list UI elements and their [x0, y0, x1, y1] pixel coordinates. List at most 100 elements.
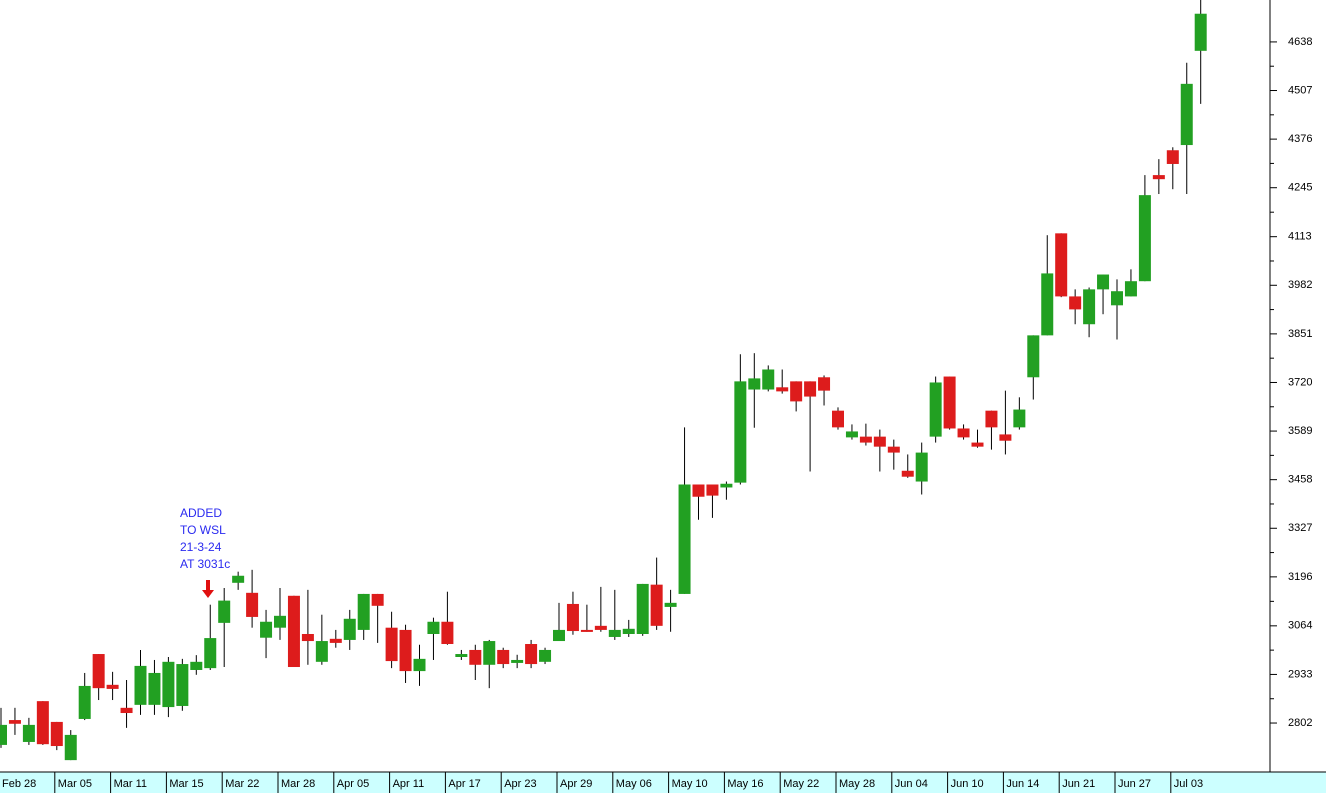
candle-body: [901, 470, 914, 477]
candle-body: [762, 369, 775, 390]
candle-body: [413, 658, 426, 672]
candle-body: [1041, 273, 1054, 336]
candle-body: [1138, 195, 1151, 282]
candle-body: [483, 641, 496, 665]
candle-body: [427, 621, 440, 634]
candle-body: [120, 707, 133, 714]
candle-body: [162, 661, 175, 708]
candle-body: [134, 665, 147, 705]
candle-body: [385, 627, 398, 662]
annotation: ADDED TO WSL 21-3-24 AT 3031c: [180, 506, 230, 598]
candle-body: [36, 701, 49, 745]
candle-body: [50, 721, 63, 747]
x-tick-label: Jul 03: [1174, 778, 1203, 790]
x-tick-label: Mar 22: [225, 778, 259, 790]
candle-body: [1027, 335, 1040, 378]
candle-body: [1194, 13, 1207, 51]
y-tick-label: 3589: [1288, 425, 1312, 437]
candle-body: [692, 484, 705, 497]
y-tick-label: 4245: [1288, 182, 1312, 194]
candle-body: [748, 378, 761, 390]
candle-body: [371, 593, 384, 606]
date-strip: [0, 772, 1326, 793]
candle-body: [706, 484, 719, 496]
candle-body: [455, 654, 468, 657]
x-tick-label: Apr 17: [448, 778, 480, 790]
candle-body: [301, 633, 314, 642]
candle-body: [873, 436, 886, 447]
x-tick-label: May 16: [727, 778, 763, 790]
candle-body: [1083, 289, 1096, 325]
candle-body: [78, 685, 91, 719]
x-tick-label: Mar 28: [281, 778, 315, 790]
y-tick-label: 3982: [1288, 279, 1312, 291]
candle-body: [622, 628, 635, 634]
candle-body: [1180, 83, 1193, 146]
candle-body: [734, 381, 747, 483]
x-tick-label: Jun 14: [1006, 778, 1039, 790]
candle-body: [608, 629, 621, 637]
candle-body: [357, 593, 370, 630]
candle-body: [1124, 281, 1137, 297]
candle-body: [260, 621, 273, 638]
y-tick-label: 2933: [1288, 668, 1312, 680]
candle-body: [1069, 296, 1082, 310]
candle-body: [804, 381, 817, 397]
candle-body: [469, 649, 482, 665]
candle-body: [859, 436, 872, 443]
candle-body: [1111, 291, 1123, 306]
x-tick-label: Apr 11: [393, 778, 425, 790]
y-tick-label: 2802: [1288, 717, 1312, 729]
candle-body: [720, 483, 733, 488]
candle-body: [818, 377, 831, 391]
candle-body: [511, 659, 524, 663]
candle-body: [1097, 274, 1110, 290]
candle-body: [1013, 409, 1026, 428]
x-tick-label: Mar 15: [169, 778, 203, 790]
candle-body: [832, 410, 844, 428]
y-tick-label: 3851: [1288, 328, 1312, 340]
candle-body: [64, 734, 77, 761]
candle-body: [287, 595, 300, 668]
y-tick-label: 3720: [1288, 376, 1312, 388]
x-tick-label: Jun 21: [1062, 778, 1095, 790]
y-tick-label: 3196: [1288, 571, 1312, 583]
candle-body: [8, 720, 21, 724]
candle-body: [190, 661, 203, 670]
y-tick-label: 3327: [1288, 522, 1312, 534]
y-tick-label: 4507: [1288, 84, 1312, 96]
candle-body: [525, 644, 538, 665]
x-tick-label: Apr 23: [504, 778, 536, 790]
candle-body: [887, 446, 900, 453]
candle-body: [497, 649, 510, 665]
candle-body: [0, 724, 7, 745]
x-tick-label: Mar 11: [114, 778, 147, 790]
annotation-arrow: [202, 580, 214, 598]
x-tick-label: May 10: [672, 778, 708, 790]
candle-body: [274, 615, 286, 628]
candle-body: [776, 387, 789, 392]
y-tick-label: 4376: [1288, 133, 1312, 145]
candle-body: [566, 603, 579, 632]
candle-body: [1166, 150, 1179, 164]
candle-body: [553, 629, 565, 642]
x-tick-label: May 28: [839, 778, 875, 790]
candle-body: [999, 434, 1012, 441]
candle-body: [915, 452, 928, 482]
candle-body: [204, 638, 217, 669]
candle-body: [650, 584, 663, 626]
candle-body: [343, 618, 356, 640]
candle-body: [22, 724, 35, 742]
x-tick-label: Jun 04: [895, 778, 928, 790]
candle-body: [329, 638, 342, 643]
annotation-line: ADDED: [180, 506, 222, 520]
annotation-line: AT 3031c: [180, 557, 230, 571]
candle-body: [246, 592, 259, 617]
candle-body: [594, 625, 607, 630]
x-tick-label: Feb 28: [2, 778, 36, 790]
candle-body: [1055, 233, 1068, 297]
candle-body: [218, 600, 231, 623]
annotation-line: TO WSL: [180, 523, 226, 537]
x-tick-label: Apr 29: [560, 778, 592, 790]
candle-body: [399, 629, 412, 672]
